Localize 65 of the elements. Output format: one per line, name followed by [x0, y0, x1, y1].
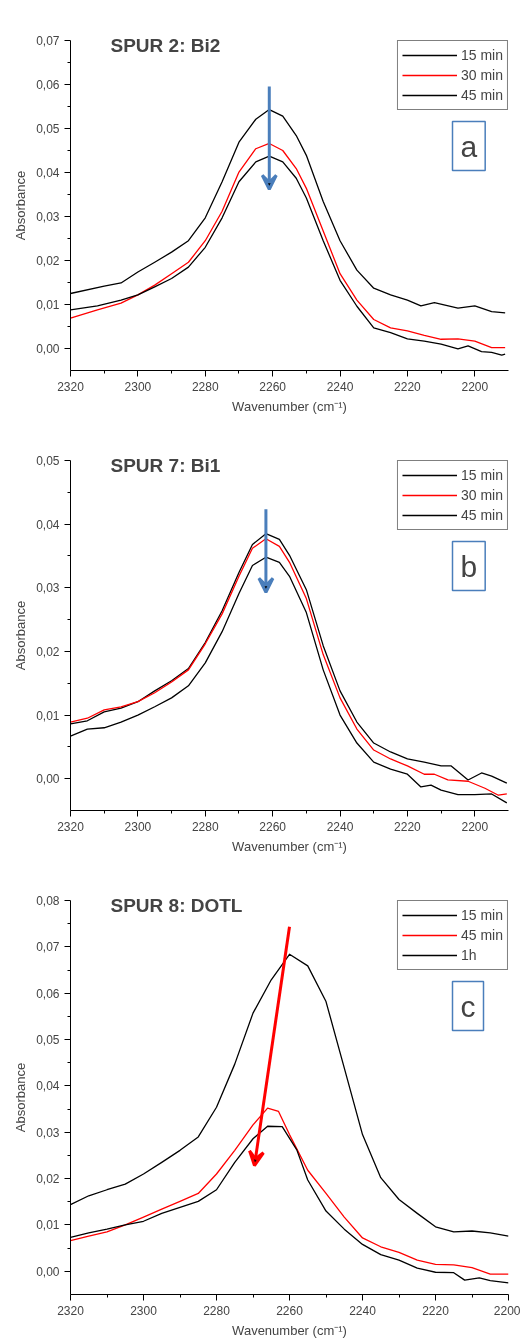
annotation: b	[460, 549, 478, 583]
x-tick-label: 2200	[461, 819, 489, 834]
y-tick-label: 0,06	[36, 78, 60, 92]
x-tick-label: 2280	[203, 1303, 231, 1318]
x-tick-label: 2320	[57, 1303, 85, 1318]
y-tick-label: 0,05	[36, 122, 60, 136]
x-tick-label: 2200	[493, 1303, 520, 1318]
y-tick-label: 0,07	[36, 940, 60, 955]
x-tick-label: 2240	[349, 1303, 377, 1318]
legend-label: 45 min	[460, 87, 503, 103]
y-tick-label: 0,06	[36, 986, 60, 1001]
y-tick-label: 0,05	[36, 454, 60, 468]
x-tick-label: 2320	[57, 379, 85, 394]
x-tick-label: 2300	[124, 819, 152, 834]
chart-title: SPUR 2: Bi2	[110, 34, 221, 56]
legend-label: 30 min	[460, 67, 503, 83]
chart-title: SPUR 7: Bi1	[110, 454, 221, 476]
y-tick-label: 0,08	[36, 894, 60, 908]
x-tick-label: 2260	[259, 379, 287, 394]
y-tick-label: 0,01	[36, 298, 60, 312]
y-tick-label: 0,02	[36, 644, 60, 659]
x-tick-label: 2220	[394, 379, 422, 394]
y-tick-label: 0,01	[36, 708, 60, 723]
x-tick-label: 2260	[276, 1303, 304, 1318]
y-tick-label: 0,03	[36, 1125, 60, 1140]
chart-title: SPUR 8: DOTL	[110, 894, 243, 916]
x-tick-label: 2320	[57, 819, 85, 834]
legend-label: 45 min	[460, 507, 503, 523]
x-tick-label: 2280	[191, 379, 219, 394]
x-tick-label: 2300	[130, 1303, 158, 1318]
x-tick-label: 2280	[191, 819, 219, 834]
y-tick-label: 0,02	[36, 254, 60, 268]
x-tick-label: 2240	[326, 379, 354, 394]
x-tick-label: 2200	[461, 379, 489, 394]
y-tick-label: 0,01	[36, 1218, 60, 1233]
x-tick-label: 2220	[422, 1303, 450, 1318]
annotation: a	[460, 129, 478, 163]
legend-label: 15 min	[460, 47, 503, 63]
y-axis-title: Absorbance	[13, 600, 29, 671]
y-tick-label: 0,07	[36, 34, 60, 48]
x-tick-label: 2240	[326, 819, 354, 834]
y-tick-label: 0,03	[36, 581, 60, 596]
x-axis-title: Wavenumber (cm⁻¹)	[232, 1322, 347, 1338]
legend-label: 30 min	[460, 487, 503, 503]
y-tick-label: 0,04	[36, 1079, 60, 1094]
legend-label: 15 min	[460, 907, 503, 923]
y-axis-title: Absorbance	[13, 1062, 29, 1133]
x-tick-label: 2220	[394, 819, 422, 834]
x-axis-title: Wavenumber (cm⁻¹)	[232, 838, 347, 854]
y-tick-label: 0,00	[36, 1264, 60, 1279]
legend-label: 45 min	[460, 927, 503, 943]
y-tick-label: 0,00	[36, 342, 60, 356]
y-tick-label: 0,05	[36, 1033, 60, 1048]
legend-label: 1h	[460, 947, 478, 963]
annotation: c	[460, 989, 476, 1023]
x-tick-label: 2300	[124, 379, 152, 394]
x-axis-title: Wavenumber (cm⁻¹)	[232, 398, 347, 414]
y-tick-label: 0,04	[36, 517, 60, 532]
legend-label: 15 min	[460, 467, 503, 483]
y-tick-label: 0,04	[36, 166, 60, 180]
y-tick-label: 0,02	[36, 1172, 60, 1187]
x-tick-label: 2260	[259, 819, 287, 834]
y-tick-label: 0,00	[36, 772, 60, 787]
y-axis-title: Absorbance	[13, 170, 29, 241]
y-tick-label: 0,03	[36, 210, 60, 224]
